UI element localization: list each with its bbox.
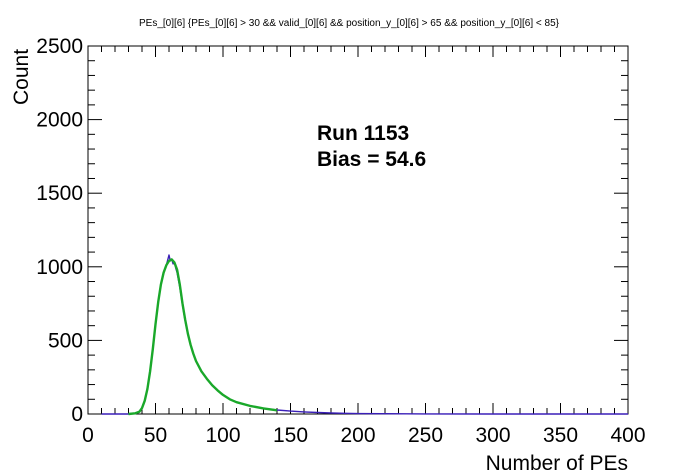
annotation-text: Run 1153 [317,122,409,145]
x-tick-label: 100 [205,424,240,447]
y-tick-label: 2000 [36,109,83,132]
histogram-line [101,254,628,415]
x-tick-label: 200 [340,424,375,447]
annotation-text: Bias = 54.6 [317,148,426,171]
y-tick-label: 2500 [36,35,83,58]
tick-labels: 0 50 100 150 200 250 300 350 400 0 500 1000 1500 2000… [36,35,645,447]
annotations: Run 1153 Bias = 54.6 [317,122,426,171]
plot-frame [87,45,629,415]
y-tick-label: 1000 [36,256,83,279]
x-tick-label: 250 [408,424,443,447]
x-tick-label: 350 [543,424,578,447]
x-axis-title: Number of PEs [486,452,628,475]
chart-title: PEs_[0][6] {PEs_[0][6] > 30 && valid_[0]… [139,18,560,29]
y-tick-label: 0 [71,403,83,426]
plot-area-border [87,45,629,415]
x-tick-label: 300 [475,424,510,447]
x-tick-label: 0 [82,424,94,447]
x-tick-label: 150 [273,424,308,447]
fit-curve-line [128,258,278,416]
y-axis-title: Count [10,49,33,105]
y-tick-label: 500 [48,329,83,352]
x-tick-label: 50 [144,424,167,447]
axis-ticks [87,45,629,415]
y-tick-label: 1500 [36,182,83,205]
x-tick-label: 400 [610,424,645,447]
series-lines [101,254,628,416]
